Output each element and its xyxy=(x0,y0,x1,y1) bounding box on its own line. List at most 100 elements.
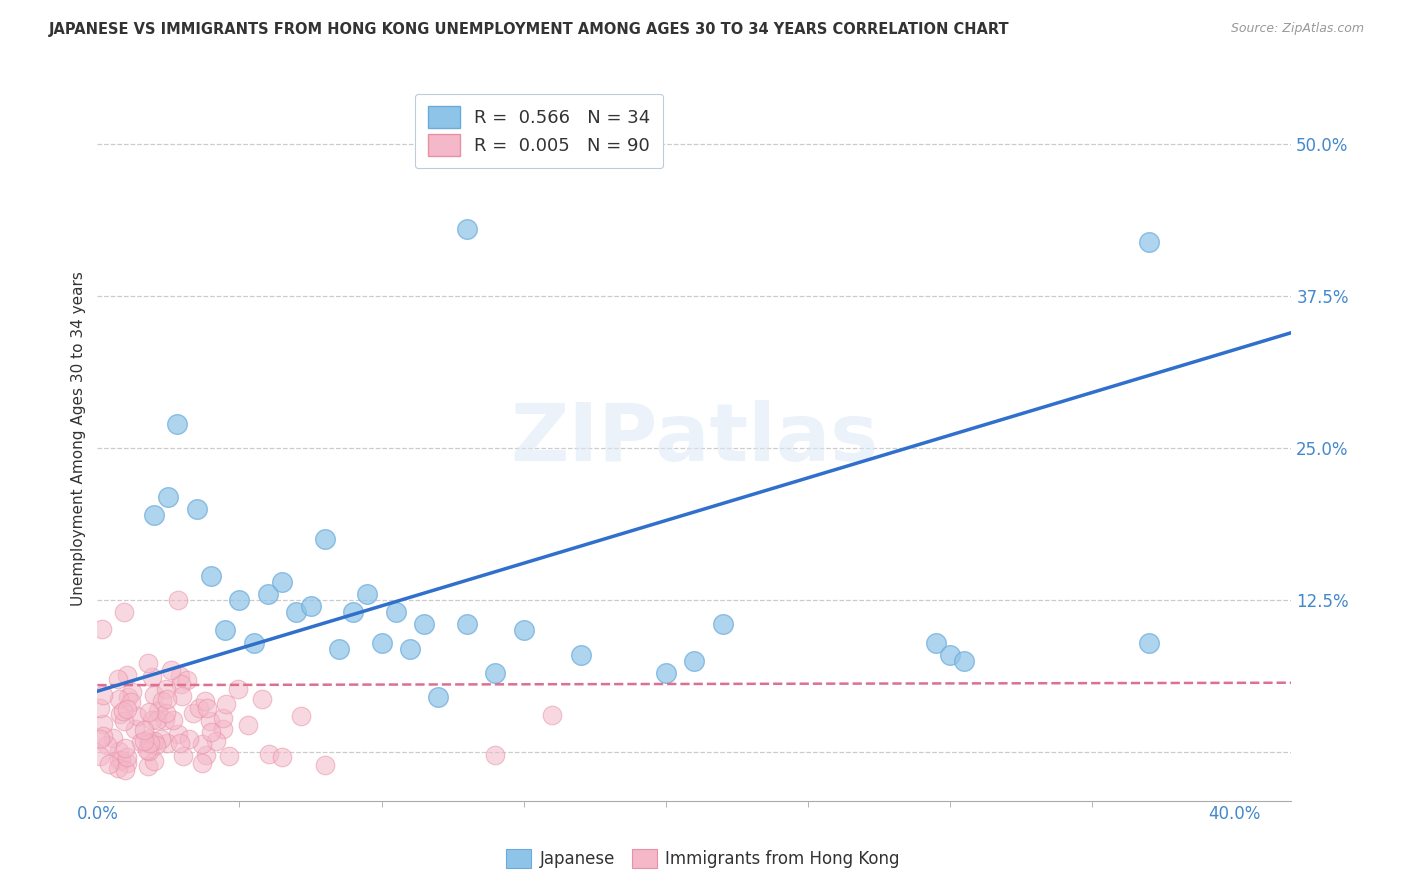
Point xyxy=(143,688,166,702)
Point xyxy=(314,533,336,547)
Point xyxy=(370,635,392,649)
Point xyxy=(108,706,131,721)
Point xyxy=(166,417,188,431)
Point xyxy=(101,731,124,745)
Point xyxy=(186,502,208,516)
Point xyxy=(146,704,169,718)
Point xyxy=(195,701,218,715)
Point xyxy=(150,732,173,747)
Point xyxy=(155,714,177,728)
Point xyxy=(939,648,962,662)
Point xyxy=(98,757,121,772)
Point xyxy=(156,692,179,706)
Point xyxy=(399,641,422,656)
Point xyxy=(290,708,312,723)
Point xyxy=(513,624,536,638)
Point xyxy=(200,725,222,739)
Point xyxy=(112,714,135,728)
Point xyxy=(110,753,132,767)
Point xyxy=(314,757,336,772)
Point xyxy=(91,717,114,731)
Point xyxy=(356,587,378,601)
Y-axis label: Unemployment Among Ages 30 to 34 years: Unemployment Among Ages 30 to 34 years xyxy=(72,271,86,607)
Point xyxy=(484,747,506,762)
Point xyxy=(252,692,274,706)
Text: JAPANESE VS IMMIGRANTS FROM HONG KONG UNEMPLOYMENT AMONG AGES 30 TO 34 YEARS COR: JAPANESE VS IMMIGRANTS FROM HONG KONG UN… xyxy=(49,22,1010,37)
Point xyxy=(172,749,194,764)
Point xyxy=(655,665,678,680)
Point xyxy=(427,690,450,705)
Point xyxy=(167,727,190,741)
Point xyxy=(143,754,166,768)
Point xyxy=(200,568,222,582)
Point xyxy=(299,599,322,614)
Point xyxy=(456,617,478,632)
Point xyxy=(242,635,264,649)
Point xyxy=(114,741,136,756)
Point xyxy=(169,736,191,750)
Point xyxy=(170,677,193,691)
Point xyxy=(115,756,138,771)
Point xyxy=(271,750,294,764)
Point xyxy=(214,624,236,638)
Point xyxy=(953,654,976,668)
Point xyxy=(271,574,294,589)
Point xyxy=(200,714,222,728)
Point xyxy=(146,713,169,727)
Point xyxy=(194,694,217,708)
Point xyxy=(683,654,706,668)
Legend: R =  0.566   N = 34, R =  0.005   N = 90: R = 0.566 N = 34, R = 0.005 N = 90 xyxy=(415,94,664,169)
Point xyxy=(342,605,364,619)
Point xyxy=(169,669,191,683)
Point xyxy=(136,656,159,670)
Point xyxy=(136,758,159,772)
Point xyxy=(115,702,138,716)
Point xyxy=(328,641,350,656)
Point xyxy=(484,665,506,680)
Point xyxy=(115,668,138,682)
Legend: Japanese, Immigrants from Hong Kong: Japanese, Immigrants from Hong Kong xyxy=(499,843,907,875)
Point xyxy=(89,748,111,763)
Point xyxy=(711,617,734,632)
Point xyxy=(143,508,166,522)
Point xyxy=(1137,635,1160,649)
Point xyxy=(385,605,408,619)
Point xyxy=(136,731,159,746)
Point xyxy=(129,735,152,749)
Point xyxy=(205,733,228,747)
Point xyxy=(155,706,177,721)
Point xyxy=(285,605,308,619)
Point xyxy=(114,763,136,777)
Point xyxy=(117,690,139,705)
Point xyxy=(107,692,129,706)
Text: ZIPatlas: ZIPatlas xyxy=(510,400,879,478)
Point xyxy=(177,731,200,746)
Point xyxy=(215,697,238,711)
Point xyxy=(211,711,233,725)
Point xyxy=(91,729,114,743)
Point xyxy=(96,739,118,753)
Point xyxy=(228,593,250,607)
Point xyxy=(141,713,163,727)
Point xyxy=(89,732,111,747)
Text: Source: ZipAtlas.com: Source: ZipAtlas.com xyxy=(1230,22,1364,36)
Point xyxy=(170,689,193,703)
Point xyxy=(155,681,177,696)
Point xyxy=(107,761,129,775)
Point xyxy=(115,750,138,764)
Point xyxy=(181,706,204,721)
Point xyxy=(167,593,190,607)
Point xyxy=(112,704,135,718)
Point xyxy=(91,688,114,702)
Point xyxy=(89,701,111,715)
Point xyxy=(159,663,181,677)
Point xyxy=(162,713,184,727)
Point xyxy=(218,749,240,764)
Point xyxy=(195,748,218,763)
Point xyxy=(150,694,173,708)
Point xyxy=(138,744,160,758)
Point xyxy=(157,490,180,504)
Point xyxy=(176,673,198,687)
Point xyxy=(212,723,235,737)
Point xyxy=(141,670,163,684)
